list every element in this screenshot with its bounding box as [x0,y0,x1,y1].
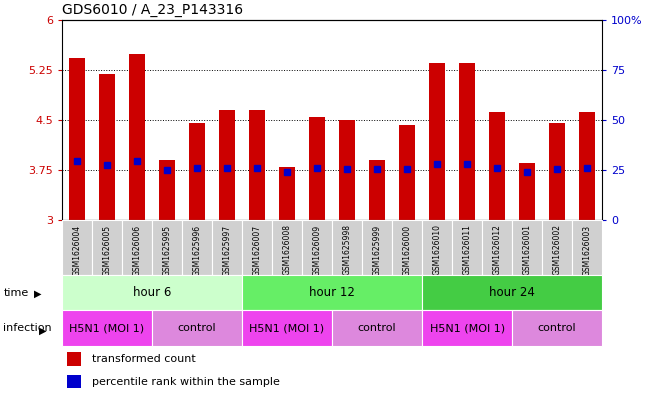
Bar [332,310,422,346]
Bar [422,220,452,275]
Bar [512,310,602,346]
Bar [542,220,572,275]
Bar [189,123,205,220]
Bar [339,120,355,220]
Text: GSM1626011: GSM1626011 [463,224,471,275]
Bar [249,110,265,220]
Text: control: control [538,323,576,333]
Text: GSM1626000: GSM1626000 [402,224,411,275]
Bar [152,220,182,275]
Bar [422,310,512,346]
Text: control: control [178,323,216,333]
Text: ▶: ▶ [34,289,42,299]
Text: transformed count: transformed count [92,354,195,364]
Bar [452,220,482,275]
Text: GSM1626004: GSM1626004 [72,224,81,275]
Text: GSM1625995: GSM1625995 [162,224,171,275]
Text: ▶: ▶ [39,326,47,336]
Bar [129,54,145,220]
Bar [67,353,81,365]
Bar [152,310,242,346]
Bar [429,63,445,220]
Bar [332,220,362,275]
Bar [302,220,332,275]
Text: H5N1 (MOI 1): H5N1 (MOI 1) [430,323,505,333]
Text: hour 24: hour 24 [489,286,535,299]
Text: GSM1626005: GSM1626005 [102,224,111,275]
Text: GSM1626006: GSM1626006 [132,224,141,275]
Text: GDS6010 / A_23_P143316: GDS6010 / A_23_P143316 [62,3,243,17]
Bar [242,275,422,310]
Bar [159,160,175,220]
Bar [219,110,235,220]
Text: GSM1626003: GSM1626003 [583,224,592,275]
Text: GSM1625999: GSM1625999 [372,224,381,275]
Bar [68,59,85,220]
Text: GSM1626009: GSM1626009 [312,224,322,275]
Bar [272,220,302,275]
Bar [122,220,152,275]
Bar [572,220,602,275]
Text: GSM1626012: GSM1626012 [493,224,502,275]
Bar [549,123,566,220]
Bar [182,220,212,275]
Text: hour 6: hour 6 [133,286,171,299]
Bar [512,220,542,275]
Bar [62,220,92,275]
Bar [309,117,326,220]
Text: GSM1626007: GSM1626007 [253,224,262,275]
Bar [242,220,272,275]
Bar [368,160,385,220]
Bar [67,375,81,388]
Text: H5N1 (MOI 1): H5N1 (MOI 1) [249,323,325,333]
Text: GSM1625998: GSM1625998 [342,224,352,275]
Text: percentile rank within the sample: percentile rank within the sample [92,376,279,387]
Text: GSM1626010: GSM1626010 [432,224,441,275]
Bar [489,112,505,220]
Bar [459,63,475,220]
Bar [362,220,392,275]
Text: GSM1626002: GSM1626002 [553,224,562,275]
Text: control: control [358,323,396,333]
Bar [279,167,296,220]
Bar [62,275,242,310]
Bar [242,310,332,346]
Bar [519,163,535,220]
Bar [92,220,122,275]
Text: GSM1626001: GSM1626001 [523,224,532,275]
Text: H5N1 (MOI 1): H5N1 (MOI 1) [69,323,145,333]
Bar [422,275,602,310]
Text: hour 12: hour 12 [309,286,355,299]
Text: GSM1625996: GSM1625996 [193,224,201,275]
Bar [62,310,152,346]
Text: GSM1625997: GSM1625997 [223,224,232,275]
Bar [579,112,596,220]
Bar [399,125,415,220]
Text: infection: infection [3,323,52,333]
Bar [482,220,512,275]
Text: GSM1626008: GSM1626008 [283,224,292,275]
Text: time: time [3,288,29,298]
Bar [98,74,115,220]
Bar [212,220,242,275]
Bar [392,220,422,275]
